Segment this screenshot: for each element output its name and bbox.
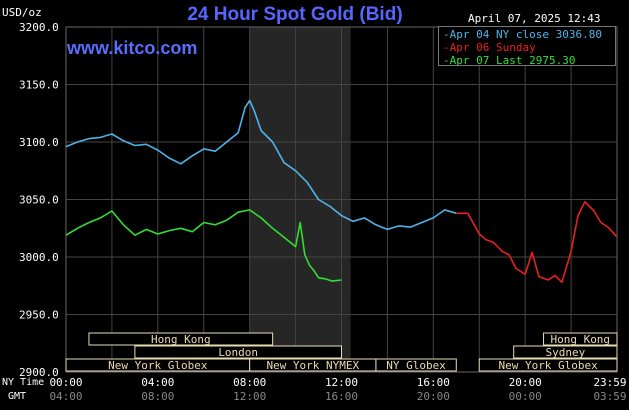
session-bar — [134, 345, 342, 359]
x-tick-label-gmt: 04:00 — [49, 390, 82, 403]
kitco-website-link[interactable]: www.kitco.com — [67, 38, 198, 58]
legend-item-apr07: -Apr 07 Last 2975.30 — [443, 54, 576, 67]
x-tick-label-ny: 04:00 — [141, 376, 174, 389]
session-bar — [88, 332, 274, 346]
x-tick-label-ny: 16:00 — [417, 376, 450, 389]
x-tick-label-ny: 23:59 — [593, 376, 626, 389]
series-line-apr04 — [65, 99, 457, 231]
x-tick-label-gmt: 00:00 — [509, 390, 542, 403]
legend-item-apr04: -Apr 04 NY close 3036.80 — [443, 28, 602, 41]
timestamp-label: April 07, 2025 12:43 — [468, 12, 601, 25]
x-tick-label-gmt: 08:00 — [141, 390, 174, 403]
y-tick-label: 2950.0 — [19, 309, 59, 322]
x-tick-label-ny: 08:00 — [233, 376, 266, 389]
y-tick-label: 3000.0 — [19, 251, 59, 264]
x-tick-label-gmt: 03:59 — [593, 390, 626, 403]
x-tick-label-ny: 12:00 — [325, 376, 358, 389]
session-bar — [513, 345, 618, 359]
session-bar — [375, 358, 457, 372]
y-tick-label: 3150.0 — [19, 79, 59, 92]
plot-border — [65, 26, 618, 373]
session-label: Sydney — [545, 346, 585, 359]
series-line-apr07 — [65, 209, 342, 282]
chart-title: 24 Hour Spot Gold (Bid) — [187, 4, 403, 25]
gmt-axis-label: GMT — [8, 391, 27, 402]
x-tick-label-gmt: 12:00 — [233, 390, 266, 403]
session-label: NY Globex — [386, 359, 446, 372]
series-line-apr06 — [456, 201, 618, 284]
chart-legend: -Apr 04 NY close 3036.80 -Apr 06 Sunday … — [438, 26, 616, 67]
session-label: New York Globex — [108, 359, 208, 372]
session-bar — [543, 332, 618, 346]
x-axis-tick-labels: 00:00 04:00 08:00 12:00 16:00 20:00 23:5904:00… — [49, 376, 626, 403]
y-tick-label: 3100.0 — [19, 136, 59, 149]
session-label: London — [218, 346, 258, 359]
session-label: Hong Kong — [151, 333, 211, 346]
x-tick-label-ny: 20:00 — [509, 376, 542, 389]
x-tick-label-gmt: 16:00 — [325, 390, 358, 403]
y-axis-unit-label: USD/oz — [2, 6, 42, 19]
y-axis-tick-labels: 3200.0 3150.0 3100.0 3050.0 3000.0 2950.0 2900… — [19, 21, 59, 379]
y-tick-label: 3200.0 — [19, 21, 59, 34]
x-tick-label-gmt: 20:00 — [417, 390, 450, 403]
session-label: New York Globex — [498, 359, 598, 372]
grid-lines — [65, 26, 618, 373]
y-tick-label: 2900.0 — [19, 366, 59, 379]
market-session-bars: Hong Kong London New York Globex New York N… — [65, 332, 618, 372]
session-bar — [478, 358, 618, 372]
x-tick-label-ny: 00:00 — [49, 376, 82, 389]
y-tick-label: 3050.0 — [19, 194, 59, 207]
ny-time-axis-label: NY Time — [2, 377, 45, 388]
legend-item-apr06: -Apr 06 Sunday — [443, 41, 536, 54]
session-label: Hong Kong — [550, 333, 610, 346]
price-series-lines — [65, 99, 618, 284]
session-label: New York NYMEX — [266, 359, 359, 372]
